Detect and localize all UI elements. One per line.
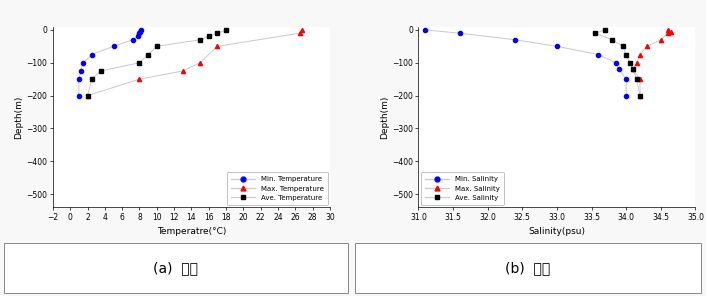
Ave. Temperature bbox=[222, 28, 230, 32]
Legend: Min. Temperature, Max. Temperature, Ave. Temperature: Min. Temperature, Max. Temperature, Ave.… bbox=[227, 172, 328, 205]
Ave. Salinity bbox=[618, 45, 627, 48]
Max. Temperature bbox=[213, 45, 222, 48]
Min. Temperature bbox=[128, 38, 137, 41]
Max. Temperature bbox=[298, 28, 306, 32]
Min. Salinity bbox=[615, 67, 623, 71]
Min. Salinity bbox=[611, 61, 620, 65]
Line: Min. Temperature: Min. Temperature bbox=[77, 28, 143, 98]
Ave. Temperature bbox=[152, 45, 161, 48]
Line: Ave. Salinity: Ave. Salinity bbox=[593, 28, 642, 98]
Max. Salinity bbox=[633, 61, 641, 65]
Text: (a)  동계: (a) 동계 bbox=[153, 261, 198, 275]
Ave. Salinity bbox=[633, 77, 641, 81]
Max. Salinity bbox=[636, 77, 645, 81]
Min. Salinity bbox=[511, 38, 520, 41]
Text: (b)  하계: (b) 하계 bbox=[505, 261, 551, 275]
Min. Salinity bbox=[622, 77, 630, 81]
Max. Salinity bbox=[664, 28, 672, 32]
Min. Salinity bbox=[456, 31, 465, 35]
Min. Salinity bbox=[622, 94, 630, 97]
Y-axis label: Depth(m): Depth(m) bbox=[15, 95, 23, 139]
Max. Temperature bbox=[196, 61, 204, 65]
Ave. Temperature bbox=[213, 31, 222, 35]
Ave. Salinity bbox=[629, 67, 638, 71]
Min. Salinity bbox=[594, 53, 603, 56]
Min. Temperature bbox=[76, 69, 85, 73]
Legend: Min. Salinity, Max. Salinity, Ave. Salinity: Min. Salinity, Max. Salinity, Ave. Salin… bbox=[421, 172, 503, 205]
Min. Temperature bbox=[137, 28, 145, 32]
Line: Min. Salinity: Min. Salinity bbox=[424, 28, 628, 98]
Min. Temperature bbox=[136, 31, 144, 35]
Y-axis label: Depth(m): Depth(m) bbox=[380, 95, 389, 139]
Max. Salinity bbox=[657, 38, 665, 41]
Max. Salinity bbox=[667, 30, 676, 33]
Min. Temperature bbox=[133, 35, 142, 38]
Ave. Salinity bbox=[591, 31, 599, 35]
Ave. Temperature bbox=[144, 53, 152, 56]
Max. Temperature bbox=[295, 31, 304, 35]
Line: Ave. Temperature: Ave. Temperature bbox=[85, 28, 228, 98]
Ave. Temperature bbox=[205, 35, 213, 38]
Max. Temperature bbox=[136, 77, 144, 81]
Max. Salinity bbox=[629, 67, 638, 71]
Line: Max. Salinity: Max. Salinity bbox=[631, 28, 674, 98]
Ave. Salinity bbox=[622, 53, 630, 56]
Ave. Temperature bbox=[88, 77, 96, 81]
Ave. Salinity bbox=[608, 38, 616, 41]
Min. Temperature bbox=[75, 77, 83, 81]
Min. Temperature bbox=[75, 94, 83, 97]
Ave. Temperature bbox=[196, 38, 204, 41]
Max. Salinity bbox=[642, 45, 651, 48]
Ave. Salinity bbox=[602, 28, 610, 32]
Min. Temperature bbox=[109, 45, 118, 48]
Ave. Temperature bbox=[83, 94, 92, 97]
Min. Temperature bbox=[79, 61, 88, 65]
Max. Salinity bbox=[664, 31, 672, 35]
Min. Salinity bbox=[421, 28, 430, 32]
Min. Salinity bbox=[553, 45, 561, 48]
Max. Salinity bbox=[636, 94, 645, 97]
Min. Temperature bbox=[88, 53, 96, 56]
Ave. Salinity bbox=[626, 61, 634, 65]
Ave. Salinity bbox=[636, 94, 645, 97]
Max. Temperature bbox=[83, 94, 92, 97]
Min. Temperature bbox=[136, 30, 145, 33]
Line: Max. Temperature: Max. Temperature bbox=[85, 28, 304, 98]
Max. Salinity bbox=[636, 53, 645, 56]
Ave. Temperature bbox=[96, 69, 104, 73]
Max. Temperature bbox=[179, 69, 187, 73]
X-axis label: Salinity(psu): Salinity(psu) bbox=[529, 227, 585, 236]
X-axis label: Temperatre(°C): Temperatre(°C) bbox=[157, 227, 226, 236]
Ave. Temperature bbox=[136, 61, 144, 65]
